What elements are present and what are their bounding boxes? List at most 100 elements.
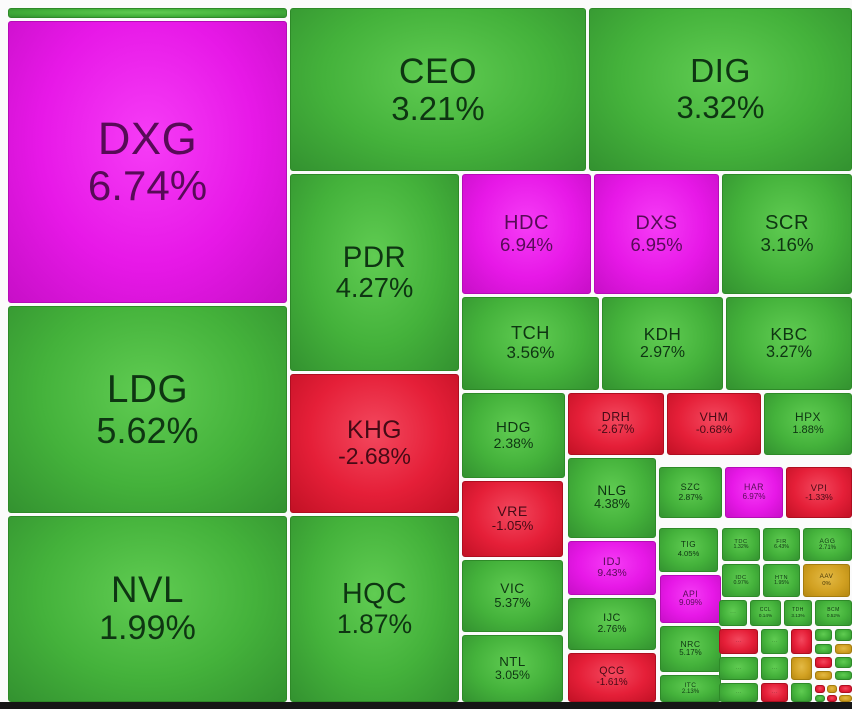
micro-tile[interactable] (815, 685, 825, 693)
micro-tile[interactable] (815, 629, 832, 641)
tile-KDH[interactable]: KDH 2.97% (602, 297, 723, 390)
change-percent: 6.74% (87, 162, 208, 210)
ticker-symbol: TIG (680, 540, 697, 550)
tile-LDG[interactable]: LDG 5.62% (8, 306, 287, 513)
tile-NVL[interactable]: NVL 1.99% (8, 516, 287, 702)
micro-tile[interactable] (761, 683, 788, 702)
ticker-symbol: KDH (643, 324, 682, 344)
ticker-symbol: HPX (795, 410, 821, 425)
ticker-symbol: HQC (341, 577, 407, 610)
tile-KBC[interactable]: KBC 3.27% (726, 297, 852, 390)
tile-PDR[interactable]: PDR 4.27% (290, 174, 459, 371)
micro-tile[interactable] (791, 629, 812, 654)
tile-KHG[interactable]: KHG -2.68% (290, 374, 459, 513)
change-percent: -1.33% (805, 491, 833, 502)
tile-SCR[interactable]: SCR 3.16% (722, 174, 852, 294)
micro-tile[interactable] (761, 629, 788, 654)
tile-SZC[interactable]: SZC 2.87% (659, 467, 722, 518)
change-percent: 2.76% (597, 624, 627, 636)
change-percent: 0.52% (826, 613, 841, 619)
micro-tile[interactable] (835, 657, 852, 668)
micro-tile[interactable] (791, 657, 812, 680)
tile-DRH[interactable]: DRH -2.67% (568, 393, 664, 455)
micro-tile[interactable] (835, 629, 852, 641)
micro-tile[interactable] (719, 600, 747, 626)
micro-tile[interactable] (719, 629, 758, 654)
change-percent: 3.16% (760, 233, 814, 255)
change-percent: 2.13% (681, 687, 700, 695)
change-percent: -2.68% (338, 443, 411, 470)
tile-FIR[interactable]: FIR 6.43% (763, 528, 800, 561)
ticker-symbol: API (682, 588, 699, 599)
ticker-symbol: CEO (398, 51, 478, 92)
ticker-symbol: DXS (635, 212, 678, 235)
change-percent: 6.97% (742, 491, 766, 501)
micro-tile[interactable] (827, 695, 837, 702)
ticker-symbol: ITC (684, 681, 697, 689)
ticker-symbol: KHG (346, 416, 403, 444)
ticker-symbol: SCR (765, 211, 809, 234)
tile-API[interactable]: API 9.09% (660, 575, 721, 623)
change-percent: -1.05% (491, 518, 534, 534)
micro-tile[interactable] (835, 671, 852, 680)
ticker-symbol: DXG (97, 112, 198, 164)
tile-TDH[interactable]: TDH 3.13% (784, 600, 812, 626)
tile-DXS[interactable]: DXS 6.95% (594, 174, 719, 294)
tile-NLG[interactable]: NLG 4.38% (568, 458, 656, 538)
micro-tile[interactable] (839, 685, 852, 693)
tile-ITC[interactable]: ITC 2.13% (660, 675, 721, 702)
ticker-symbol: CCL (759, 606, 772, 613)
tile-QCG[interactable]: QCG -1.61% (568, 653, 656, 702)
change-percent: 9.09% (679, 598, 702, 608)
tile-TDC[interactable]: TDC 1.32% (722, 528, 760, 561)
ticker-symbol: NRC (680, 639, 701, 650)
change-percent: 5.37% (494, 595, 531, 611)
tile-NTL[interactable]: NTL 3.05% (462, 635, 563, 702)
tile-HPX[interactable]: HPX 1.88% (764, 393, 852, 455)
change-percent: 2.38% (493, 434, 534, 451)
tile-DIG[interactable]: DIG 3.32% (589, 8, 852, 171)
tile-AAV[interactable]: AAV 0% (803, 564, 850, 597)
micro-tile[interactable] (761, 657, 788, 680)
micro-tile[interactable] (815, 644, 832, 654)
micro-tile[interactable] (719, 683, 758, 702)
tile-IDJ[interactable]: IDJ 9.43% (568, 541, 656, 595)
tile-DXG[interactable]: DXG 6.74% (8, 21, 287, 303)
tile-HAR[interactable]: HAR 6.97% (725, 467, 783, 518)
micro-tile[interactable] (835, 644, 852, 654)
tile-VIC[interactable]: VIC 5.37% (462, 560, 563, 632)
tile-HQC[interactable]: HQC 1.87% (290, 516, 459, 702)
tile-HTN[interactable]: HTN 1.95% (763, 564, 800, 597)
tile-CEO[interactable]: CEO 3.21% (290, 8, 586, 171)
change-percent: 1.95% (774, 579, 789, 586)
change-percent: 9.43% (597, 568, 627, 580)
tile-TCH[interactable]: TCH 3.56% (462, 297, 599, 390)
micro-tile[interactable] (815, 695, 825, 702)
tile-HDG[interactable]: HDG 2.38% (462, 393, 565, 478)
ticker-symbol: NLG (597, 482, 627, 498)
micro-tile[interactable] (827, 685, 837, 693)
ticker-symbol: KBC (770, 324, 808, 345)
tile-TIG[interactable]: TIG 4.05% (659, 528, 718, 572)
tile-AGG[interactable]: AGG 2.71% (803, 528, 852, 561)
tile-BCM[interactable]: BCM 0.52% (815, 600, 852, 626)
micro-tile[interactable] (719, 657, 758, 680)
tile-sliver[interactable] (8, 8, 287, 18)
tile-CCL[interactable]: CCL 0.14% (750, 600, 781, 626)
micro-tile[interactable] (791, 683, 812, 702)
micro-tile[interactable] (839, 695, 852, 702)
tile-IDC[interactable]: IDC 0.97% (722, 564, 760, 597)
tile-HDC[interactable]: HDC 6.94% (462, 174, 591, 294)
tile-VRE[interactable]: VRE -1.05% (462, 481, 563, 557)
micro-tile[interactable] (815, 657, 832, 668)
tile-IJC[interactable]: IJC 2.76% (568, 598, 656, 650)
change-percent: 6.95% (630, 233, 683, 255)
ticker-symbol: TDC (734, 538, 748, 545)
ticker-symbol: DRH (601, 409, 631, 424)
tile-VPI[interactable]: VPI -1.33% (786, 467, 852, 518)
tile-NRC[interactable]: NRC 5.17% (660, 626, 721, 672)
tile-VHM[interactable]: VHM -0.68% (667, 393, 761, 455)
change-percent: 5.62% (96, 409, 199, 451)
micro-tile[interactable] (815, 671, 832, 680)
ticker-symbol: DIG (690, 53, 751, 91)
